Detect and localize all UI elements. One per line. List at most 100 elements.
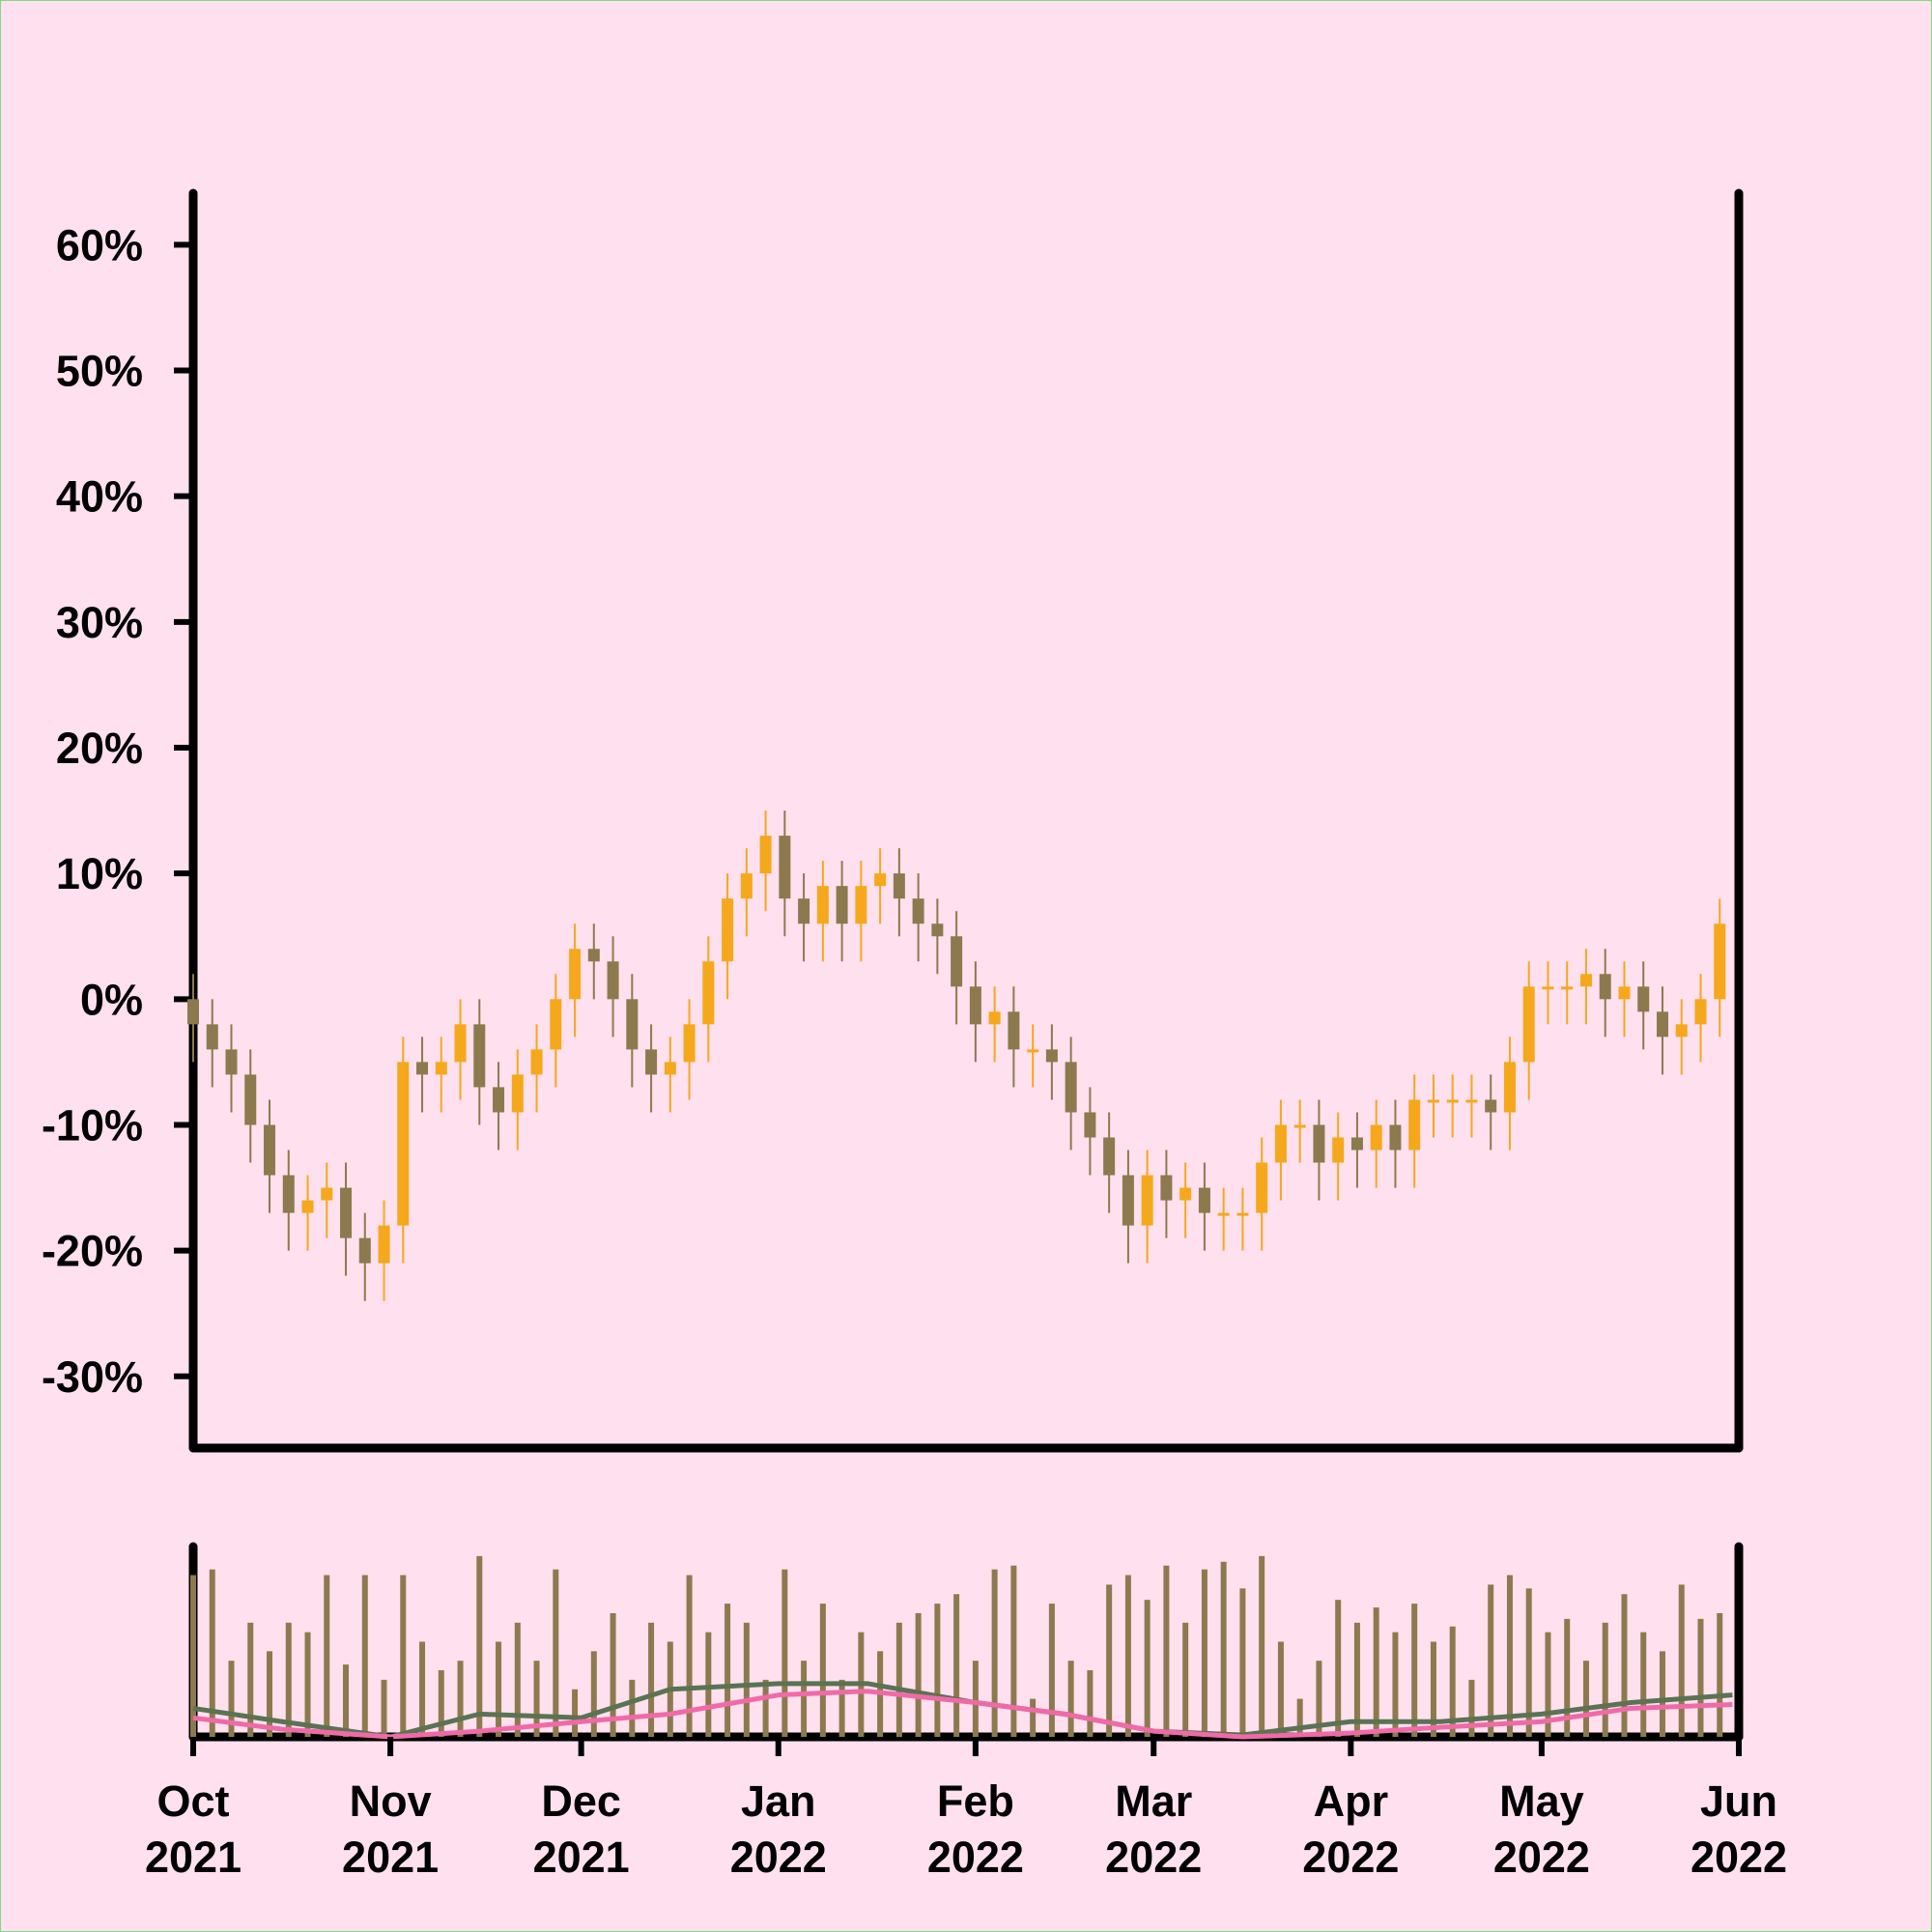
candle-body — [1122, 1175, 1134, 1226]
x-tick-label: 2022 — [1690, 1833, 1787, 1882]
volume-bar — [533, 1661, 540, 1737]
volume-bar — [247, 1622, 254, 1737]
candle-body — [1293, 1124, 1306, 1128]
volume-bar — [1201, 1569, 1208, 1737]
volume-bar — [1316, 1661, 1322, 1737]
volume-bar — [915, 1612, 922, 1737]
x-tick-label: Oct — [156, 1776, 229, 1826]
volume-bar — [838, 1679, 845, 1737]
candle-body — [1561, 986, 1574, 990]
candle-body — [951, 936, 963, 987]
candle-body — [1714, 923, 1726, 1000]
volume-bar — [1220, 1561, 1227, 1737]
x-tick-label: 2021 — [533, 1833, 630, 1882]
volume-bar — [361, 1575, 368, 1737]
candle-body — [1236, 1212, 1249, 1216]
volume-bar — [1087, 1670, 1094, 1737]
volume-bar — [895, 1622, 902, 1737]
candle-body — [1084, 1112, 1096, 1138]
volume-bar — [1048, 1604, 1055, 1737]
volume-bar — [1430, 1641, 1436, 1737]
candle-body — [1427, 1099, 1439, 1103]
y-tick-label: -10% — [42, 1100, 143, 1150]
axes — [188, 188, 1744, 1742]
volume-bar — [400, 1575, 407, 1737]
volume-bar — [629, 1679, 636, 1737]
x-tick-label: Nov — [350, 1776, 432, 1826]
candle-body — [1389, 1124, 1402, 1151]
volume-bar — [1564, 1618, 1571, 1737]
volume-bar — [457, 1661, 464, 1737]
candle-body — [893, 873, 905, 899]
volume-bar — [228, 1661, 235, 1737]
volume-bar — [705, 1632, 712, 1737]
candle-body — [550, 999, 562, 1050]
candle-body — [702, 961, 715, 1025]
candle-body — [493, 1087, 505, 1113]
volume-bar — [1144, 1600, 1151, 1737]
volume-bar — [991, 1569, 998, 1737]
candle-body — [264, 1124, 276, 1176]
volume-bar — [1621, 1594, 1628, 1737]
x-tick-label: 2022 — [1493, 1833, 1590, 1882]
candle-body — [759, 836, 772, 874]
candle-body — [1579, 974, 1592, 987]
candle-body — [206, 1024, 218, 1050]
candle-body — [1313, 1124, 1325, 1163]
volume-bar — [209, 1569, 215, 1737]
candle-body — [1370, 1124, 1382, 1151]
candle-body — [511, 1074, 524, 1113]
candle-body — [722, 898, 734, 962]
candle-body — [530, 1049, 543, 1075]
volume-bar — [1717, 1612, 1723, 1737]
candle-body — [874, 873, 887, 887]
x-tick-label: Jun — [1700, 1776, 1777, 1826]
candle-body — [1637, 986, 1650, 1012]
candle-body — [1503, 1062, 1516, 1113]
volume-bar — [1545, 1632, 1551, 1737]
volume-bar — [476, 1555, 483, 1737]
x-tick-label: 2022 — [927, 1833, 1024, 1882]
candle-body — [225, 1049, 238, 1075]
candle-body — [1008, 1011, 1020, 1050]
candle-body — [1256, 1162, 1268, 1213]
volume-bar — [1373, 1607, 1379, 1737]
candle-body — [836, 886, 848, 924]
volume-bar — [743, 1622, 750, 1737]
candle-body — [340, 1187, 353, 1238]
candle-body — [1160, 1175, 1173, 1201]
volume-bar — [610, 1612, 616, 1737]
volume-bar — [1697, 1618, 1704, 1737]
volume-bar — [1010, 1565, 1017, 1737]
volume-bar — [572, 1689, 579, 1737]
volume-bar — [819, 1604, 826, 1737]
candle-body — [1522, 986, 1535, 1063]
volume-bar — [1506, 1575, 1513, 1737]
x-tick-label: May — [1499, 1776, 1584, 1826]
volume-bar — [781, 1569, 788, 1737]
candle-body — [187, 999, 199, 1025]
volume-bar — [762, 1679, 769, 1737]
candle-body — [1045, 1049, 1058, 1063]
volume-bar — [801, 1661, 808, 1737]
volume-bar — [1525, 1588, 1532, 1737]
volume-bar — [1582, 1661, 1589, 1737]
volume-bar — [343, 1664, 350, 1737]
y-tick-label: 40% — [56, 472, 143, 522]
candle-body — [1350, 1137, 1363, 1151]
candle-body — [378, 1225, 390, 1264]
candle-body — [740, 873, 753, 899]
candle-body — [988, 1011, 1001, 1025]
volume-bar — [1239, 1588, 1246, 1737]
volume-bar — [934, 1604, 941, 1737]
candle-body — [454, 1024, 467, 1063]
candle-body — [301, 1200, 314, 1213]
candle-body — [358, 1237, 371, 1264]
volume-bar — [1353, 1622, 1360, 1737]
candle-body — [1103, 1137, 1116, 1176]
volume-bar — [1392, 1632, 1399, 1737]
candle-body — [397, 1062, 410, 1226]
candle-body — [1141, 1175, 1153, 1226]
candle-body — [798, 898, 810, 924]
volume-bar — [1067, 1661, 1074, 1737]
